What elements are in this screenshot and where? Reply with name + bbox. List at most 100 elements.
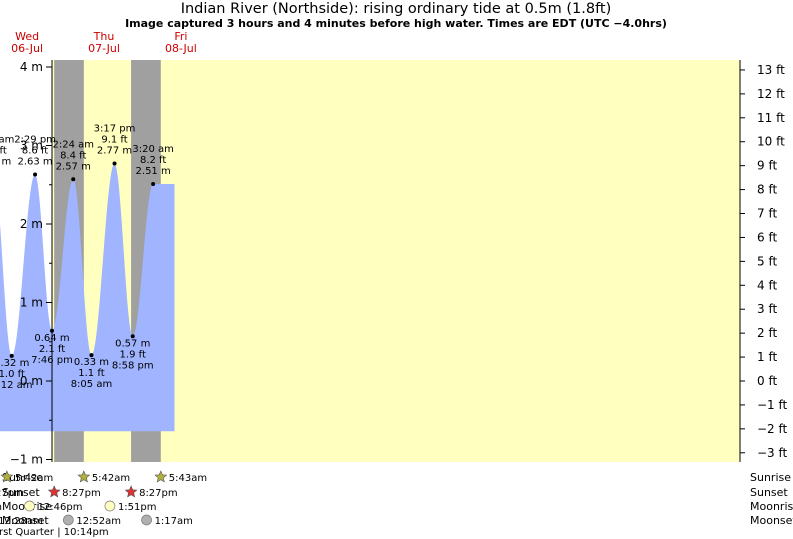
- right-tick-label: 1 ft: [757, 350, 777, 364]
- moon-phase-label: First Quarter | 10:14pm: [0, 527, 109, 538]
- sunset-star-icon: [47, 485, 61, 498]
- day-of-week: Wed: [15, 30, 39, 43]
- right-tick-label: 3 ft: [757, 302, 777, 316]
- high-tide-point: [33, 172, 38, 177]
- left-tick-label: 4 m: [20, 60, 43, 74]
- sunrise-row-label-left: Sunrise: [2, 471, 43, 484]
- right-tick-label: −2 ft: [757, 422, 788, 436]
- right-tick-label: 11 ft: [757, 111, 785, 125]
- moonset-time: 12:52am: [76, 516, 121, 527]
- high-tide-m-label: 2.63 m: [0, 157, 11, 168]
- high-tide-ft: 8.2 ft: [140, 155, 166, 166]
- moonset-time: 12:28am: [0, 516, 43, 527]
- day-headers: Thu30-JunFri01-JulSat02-JulSun03-JulMon0…: [11, 30, 197, 55]
- left-tick-label: 3 m: [20, 139, 43, 153]
- low-tide-ft: 1.1 ft: [78, 368, 104, 379]
- moonset-row-label-left: Moonset: [2, 514, 49, 527]
- tide-curve-area: [0, 163, 175, 432]
- high-tide-m-label: 2.63 m: [17, 157, 52, 168]
- moonrise-row-label-right: Moonrise: [750, 500, 793, 513]
- high-tide-m-label: 2.77 m: [97, 146, 132, 157]
- sunset-time: 8:27pm: [139, 488, 178, 499]
- left-tick-label: 1 m: [20, 296, 43, 310]
- high-tide-ft: 8.6 ft: [0, 146, 7, 157]
- high-tide-m-label: 2.51 m: [136, 166, 171, 177]
- right-tick-label: 8 ft: [757, 183, 777, 197]
- right-tick-label: 7 ft: [757, 207, 777, 221]
- low-tide-time-label: 8:05 am: [71, 379, 113, 390]
- sunset-time: 8:27pm: [0, 488, 24, 499]
- right-tick-label: 12 ft: [757, 87, 785, 101]
- low-tide-time-label: 7:46 pm: [31, 355, 73, 366]
- moonrise-moon-icon: [104, 500, 116, 512]
- high-tide-point: [151, 181, 156, 186]
- right-tick-label: 9 ft: [757, 159, 777, 173]
- low-tide-m-label: 0.64 m: [34, 333, 69, 344]
- right-tick-label: 2 ft: [757, 326, 777, 340]
- sunrise-row-label-right: Sunrise: [750, 471, 791, 484]
- right-tick-label: −3 ft: [757, 446, 788, 460]
- high-tide-ft: 8.4 ft: [60, 150, 86, 161]
- low-tide-point: [49, 328, 54, 333]
- day-date: 06-Jul: [11, 42, 43, 55]
- low-tide-m-label: 0.32 m: [0, 358, 29, 369]
- high-tide-time-label: 2:29 pm: [14, 135, 56, 146]
- moonset-moon-icon: [141, 514, 152, 526]
- right-tick-label: 5 ft: [757, 254, 777, 268]
- left-tick-label: 2 m: [20, 217, 43, 231]
- moonset-time: 1:17am: [155, 516, 193, 527]
- sunset-row-label-right: Sunset: [750, 486, 788, 499]
- sunrise-time: 5:42am: [15, 473, 53, 484]
- low-tide-ft: 1.0 ft: [0, 369, 25, 380]
- low-tide-point: [89, 353, 94, 358]
- right-tick-label: 6 ft: [757, 230, 777, 244]
- sunrise-time: 5:43am: [169, 473, 207, 484]
- high-tide-ft: 9.1 ft: [101, 135, 127, 146]
- right-tick-label: 0 ft: [757, 374, 777, 388]
- high-tide-time-label: 2:24 am: [52, 139, 94, 150]
- low-tide-m-label: 0.33 m: [74, 357, 109, 368]
- axes: 4 m 3 m 2 m 1 m 0 m −1 m 13 ft 12 ft 11 ft 10 ft 9…: [10, 60, 788, 467]
- day-date: 07-Jul: [88, 42, 120, 55]
- sun-moon-rows: SunriseSunrise5:39am5:40am5:40am5:41am5:…: [0, 470, 793, 538]
- sunrise-star-icon: [77, 470, 91, 483]
- low-tide-time-label: 7:12 am: [0, 380, 32, 391]
- moonrise-moon-icon: [24, 500, 35, 512]
- left-tick-label: −1 m: [10, 453, 43, 467]
- day-of-week: Thu: [93, 30, 115, 43]
- low-tide-m-label: 0.57 m: [115, 338, 150, 349]
- high-tide-time-label: 3:17 pm: [94, 124, 136, 135]
- low-tide-point: [130, 334, 135, 339]
- high-tide-time-label: 1:33 am: [0, 135, 14, 146]
- sunset-row-label-left: Sunset: [2, 486, 40, 499]
- low-tide-point: [9, 353, 14, 358]
- moonrise-time: 12:46pm: [38, 502, 83, 513]
- sunset-time: 8:27pm: [62, 488, 101, 499]
- right-tick-label: 4 ft: [757, 278, 777, 292]
- moonrise-time: 11:43am: [0, 502, 2, 513]
- low-tide-time-label: 8:58 pm: [112, 360, 154, 371]
- moonset-moon-icon: [62, 514, 74, 526]
- right-tick-label: 13 ft: [757, 63, 785, 77]
- sunrise-star-icon: [154, 470, 168, 483]
- chart-subtitle: Image captured 3 hours and 4 minutes bef…: [125, 17, 667, 30]
- high-tide-m-label: 2.57 m: [56, 161, 91, 172]
- sunset-star-icon: [124, 485, 138, 498]
- high-tide-point: [112, 161, 117, 166]
- sunrise-star-icon: [0, 470, 14, 483]
- high-tide-ft: 8.6 ft: [22, 146, 48, 157]
- day-date: 08-Jul: [165, 42, 197, 55]
- right-tick-label: 10 ft: [757, 135, 785, 149]
- right-tick-label: −1 ft: [757, 398, 788, 412]
- low-tide-ft: 1.9 ft: [120, 349, 146, 360]
- moonrise-time: 1:51pm: [118, 502, 157, 513]
- high-tide-time-label: 3:20 am: [132, 144, 174, 155]
- sunrise-time: 5:42am: [92, 473, 130, 484]
- left-tick-label: 0 m: [20, 374, 43, 388]
- low-tide-ft: 2.1 ft: [39, 344, 65, 355]
- moonset-row-label-right: Moonset: [750, 514, 793, 527]
- chart-title: Indian River (Northside): rising ordinar…: [181, 1, 612, 17]
- high-tide-point: [71, 177, 76, 182]
- day-of-week: Fri: [174, 30, 187, 43]
